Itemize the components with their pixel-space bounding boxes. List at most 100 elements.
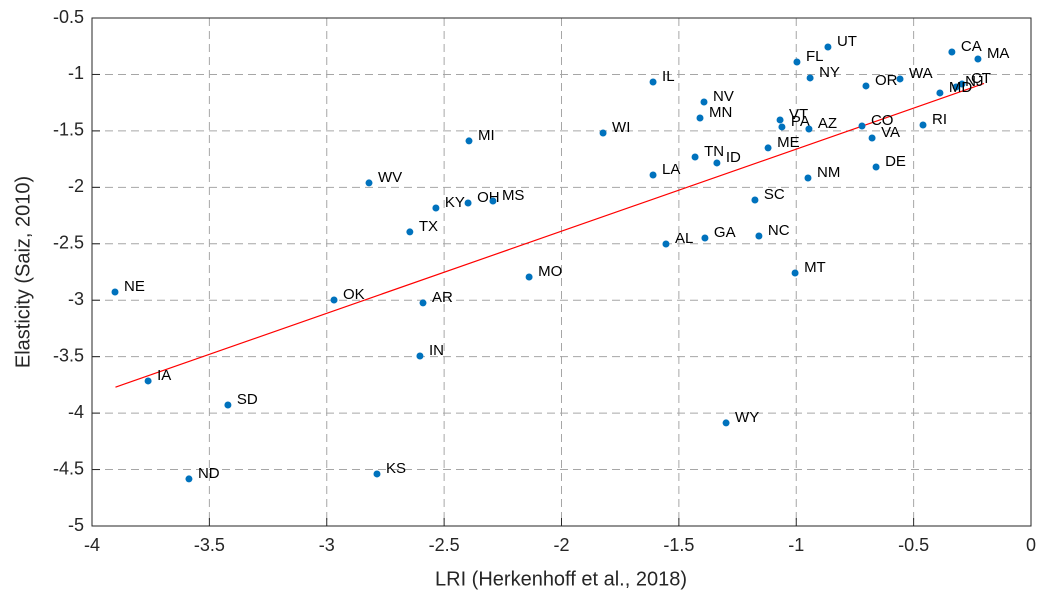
point: [649, 171, 657, 179]
point-label: FL: [806, 48, 824, 65]
point-label: IN: [429, 342, 444, 359]
point: [525, 273, 533, 281]
point-label: MI: [478, 127, 495, 144]
point-label: SC: [764, 186, 785, 203]
point-label: MD: [949, 79, 972, 96]
point: [974, 55, 982, 63]
point: [896, 75, 904, 83]
point: [793, 58, 801, 66]
point-label: NM: [817, 164, 840, 181]
point: [778, 123, 786, 131]
y-tick-label: -0.5: [53, 7, 84, 27]
x-tick-label: -1.5: [663, 535, 694, 555]
x-tick-label: -2.5: [429, 535, 460, 555]
point-label: WY: [735, 409, 759, 426]
point: [691, 153, 699, 161]
point-label: VA: [881, 124, 900, 141]
y-tick-label: -1: [68, 63, 84, 83]
point-label: WA: [909, 65, 933, 82]
point: [700, 98, 708, 106]
x-axis-label: LRI (Herkenhoff et al., 2018): [435, 568, 687, 590]
point-label: MS: [502, 187, 525, 204]
point: [862, 82, 870, 90]
y-tick-label: -2: [68, 176, 84, 196]
point: [722, 419, 730, 427]
plot-frame: [91, 17, 1032, 527]
point-label: WI: [612, 119, 630, 136]
point: [755, 232, 763, 240]
point: [764, 144, 772, 152]
point: [858, 122, 866, 130]
point: [804, 174, 812, 182]
point-label: GA: [714, 224, 736, 241]
point: [713, 159, 721, 167]
point-label: MO: [538, 263, 562, 280]
point: [919, 121, 927, 129]
y-tick-label: -3: [68, 289, 84, 309]
point-label: PA: [791, 113, 810, 130]
point-label: NC: [768, 222, 790, 239]
point-label: SD: [237, 391, 258, 408]
point: [111, 288, 119, 296]
point: [330, 296, 338, 304]
point: [806, 74, 814, 82]
point-label: CA: [961, 38, 982, 55]
point-label: NY: [819, 64, 840, 81]
point-label: NE: [124, 278, 145, 295]
point-label: NJ: [965, 73, 983, 90]
point-label: ND: [198, 465, 220, 482]
point: [696, 114, 704, 122]
point-label: IL: [662, 68, 675, 85]
point-label: IA: [157, 367, 171, 384]
point: [599, 129, 607, 137]
point: [824, 43, 832, 51]
point: [701, 234, 709, 242]
point-label: NV: [713, 88, 734, 105]
point-label: LA: [662, 161, 680, 178]
point: [406, 228, 414, 236]
point-label: TN: [704, 143, 724, 160]
point-label: OK: [343, 286, 365, 303]
x-tick-label: -2: [553, 535, 569, 555]
point-label: CT: [971, 70, 991, 87]
point-label: AL: [675, 230, 693, 247]
point-label: MT: [804, 259, 826, 276]
point-label: TX: [419, 218, 438, 235]
point-label: VT: [789, 106, 808, 123]
point: [373, 470, 381, 478]
point: [936, 89, 944, 97]
point: [948, 48, 956, 56]
point: [805, 125, 813, 133]
point: [432, 204, 440, 212]
point: [776, 116, 784, 124]
point-label: AZ: [818, 115, 837, 132]
point: [416, 352, 424, 360]
point-label: ID: [726, 149, 741, 166]
x-tick-label: -0.5: [898, 535, 929, 555]
point-label: OR: [875, 72, 898, 89]
y-tick-label: -5: [68, 515, 84, 535]
point: [751, 196, 759, 204]
point: [649, 78, 657, 86]
point-label: MA: [987, 45, 1010, 62]
point: [791, 269, 799, 277]
point: [872, 163, 880, 171]
point: [868, 134, 876, 142]
point-label: UT: [837, 33, 857, 50]
point: [465, 137, 473, 145]
point: [958, 80, 966, 88]
y-tick-label: -4: [68, 402, 84, 422]
point-label: CO: [871, 112, 894, 129]
point: [224, 401, 232, 409]
point: [952, 83, 960, 91]
fit-line: [115, 82, 985, 388]
y-axis-label: Elasticity (Saiz, 2010): [12, 176, 34, 368]
point-label: WV: [378, 169, 402, 186]
x-tick-label: -3.5: [194, 535, 225, 555]
x-tick-label: -3: [319, 535, 335, 555]
point-label: ME: [777, 134, 800, 151]
y-tick-label: -4.5: [53, 458, 84, 478]
point-label: KY: [445, 194, 465, 211]
point: [662, 240, 670, 248]
